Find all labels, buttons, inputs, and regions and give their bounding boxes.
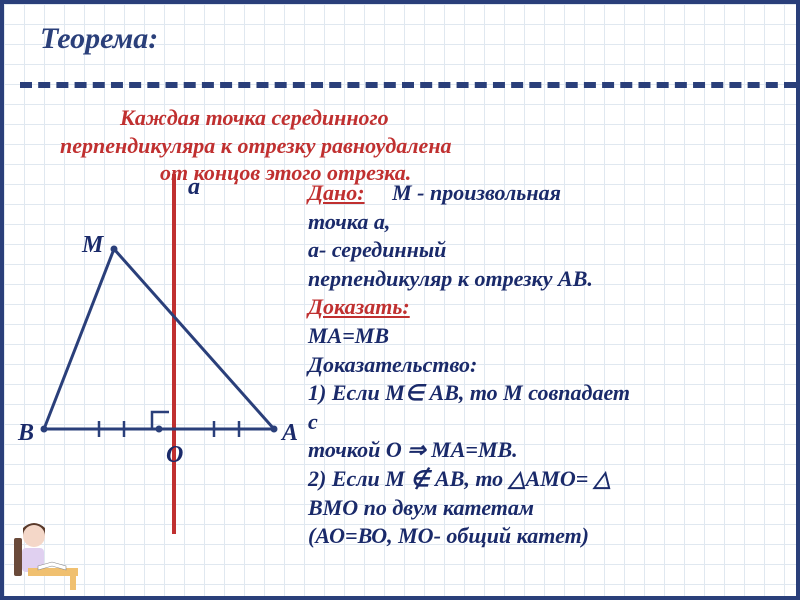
svg-text:А: А bbox=[280, 420, 298, 446]
statement-line-2: перпендикуляра к отрезку равноудалена bbox=[60, 132, 760, 160]
given-text-4: перпендикуляр к отрезку АВ. bbox=[308, 265, 788, 294]
statement-line-1: Каждая точка серединного bbox=[60, 104, 760, 132]
proof-label: Доказательство: bbox=[308, 351, 788, 380]
step2-a: 2) Если М ∉ АВ, то △АМО= △ bbox=[308, 465, 788, 494]
student-cartoon-icon bbox=[12, 514, 80, 592]
svg-text:О: О bbox=[166, 442, 183, 468]
prove-label: Доказать: bbox=[308, 293, 788, 322]
step1-b: с bbox=[308, 408, 788, 437]
given-text-1: М - произвольная bbox=[392, 180, 561, 205]
diagram-svg: а М В О А bbox=[4, 174, 304, 554]
step1-c: точкой О ⇒ МА=МВ. bbox=[308, 436, 788, 465]
svg-text:а: а bbox=[188, 174, 200, 200]
cartoon-svg bbox=[12, 514, 80, 592]
given-label: Дано: bbox=[308, 180, 365, 205]
proof-block: Дано: М - произвольная точка а, а- серед… bbox=[308, 179, 788, 551]
step2-b: ВМО по двум катетам bbox=[308, 494, 788, 523]
dashed-divider bbox=[20, 82, 796, 88]
given-text-3: а- серединный bbox=[308, 236, 788, 265]
svg-text:В: В bbox=[17, 420, 34, 446]
slide-title: Теорема: bbox=[40, 22, 158, 56]
svg-text:М: М bbox=[81, 232, 105, 258]
step1-a: 1) Если М∈ АВ, то М совпадает bbox=[308, 379, 788, 408]
slide-frame: Теорема: Каждая точка серединного перпен… bbox=[0, 0, 800, 600]
step2-c: (АО=ВО, МО- общий катет) bbox=[308, 522, 788, 551]
given-text-2: точка а, bbox=[308, 208, 788, 237]
given-line-1: Дано: М - произвольная bbox=[308, 179, 788, 208]
geometry-diagram: а М В О А bbox=[4, 174, 304, 554]
prove-text: МА=МВ bbox=[308, 322, 788, 351]
